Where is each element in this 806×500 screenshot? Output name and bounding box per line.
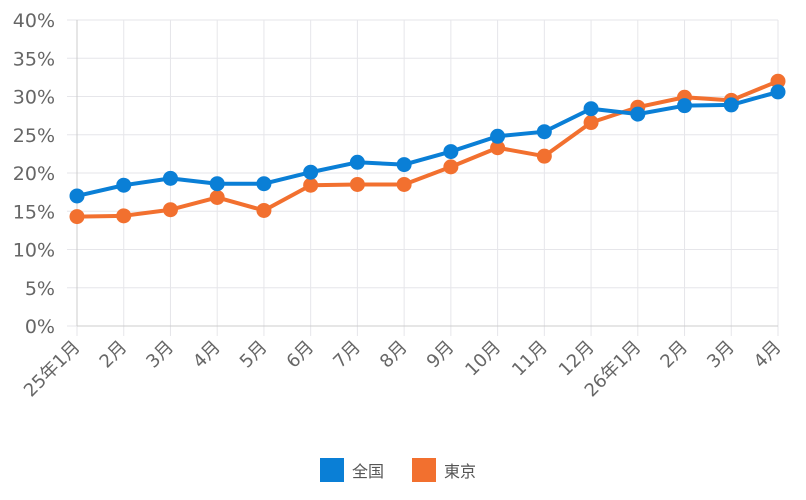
data-point [583, 101, 599, 117]
y-tick-label: 5% [25, 278, 55, 300]
x-tick-label: 5月 [236, 337, 272, 373]
y-tick-label: 15% [13, 201, 55, 223]
legend-label: 全国 [352, 462, 384, 481]
y-tick-label: 10% [13, 240, 55, 262]
y-tick-label: 40% [13, 10, 55, 32]
data-point [303, 164, 319, 180]
data-point [256, 202, 272, 218]
series-0 [69, 84, 786, 204]
x-tick-label: 2月 [96, 337, 132, 373]
data-point [770, 84, 786, 100]
y-tick-label: 25% [13, 125, 55, 147]
data-point [677, 98, 693, 114]
legend-swatch [412, 458, 436, 482]
data-point [396, 176, 412, 192]
data-point [583, 115, 599, 131]
y-axis-tick-labels: 0% 5% 10% 15% 20% 25% 30% 35% 40% [13, 10, 55, 338]
legend: 全国 東京 [320, 458, 476, 482]
y-tick-label: 20% [13, 163, 55, 185]
y-tick-label: 0% [25, 316, 55, 338]
data-point [116, 177, 132, 193]
data-point [443, 144, 459, 160]
data-point [162, 170, 178, 186]
series-line [75, 89, 780, 198]
data-point [770, 73, 786, 89]
x-tick-label: 11月 [508, 337, 552, 381]
legend-item-0[interactable]: 全国 [320, 458, 384, 482]
data-point [349, 154, 365, 170]
x-tick-label: 2月 [656, 337, 692, 373]
legend-item-1[interactable]: 東京 [412, 458, 476, 482]
data-point [396, 157, 412, 173]
data-point [209, 176, 225, 192]
data-point [630, 106, 646, 122]
data-point [209, 189, 225, 205]
x-tick-label: 6月 [283, 337, 319, 373]
x-tick-label: 7月 [329, 337, 365, 373]
x-tick-label: 3月 [142, 337, 178, 373]
data-point [256, 176, 272, 192]
x-tick-label: 8月 [376, 337, 412, 373]
x-tick-label: 9月 [423, 337, 459, 373]
data-point [162, 202, 178, 218]
series-1 [69, 73, 786, 225]
data-point [116, 208, 132, 224]
data-point [536, 124, 552, 140]
axes [76, 20, 778, 327]
x-tick-label: 4月 [189, 337, 225, 373]
data-point [443, 159, 459, 175]
data-point [349, 176, 365, 192]
data-point [490, 128, 506, 144]
y-tick-label: 35% [13, 48, 55, 70]
legend-label: 東京 [444, 462, 476, 481]
data-point [536, 148, 552, 164]
legend-swatch [320, 458, 344, 482]
series [69, 73, 786, 225]
data-point [723, 97, 739, 113]
x-tick-label: 10月 [461, 337, 505, 381]
x-tick-label: 3月 [703, 337, 739, 373]
series-line [75, 79, 780, 219]
data-point [303, 177, 319, 193]
x-tick-label: 4月 [750, 337, 786, 373]
data-point [69, 209, 85, 225]
data-point [69, 188, 85, 204]
data-point [490, 140, 506, 156]
x-tick-label: 25年1月 [20, 337, 85, 402]
y-tick-label: 30% [13, 87, 55, 109]
